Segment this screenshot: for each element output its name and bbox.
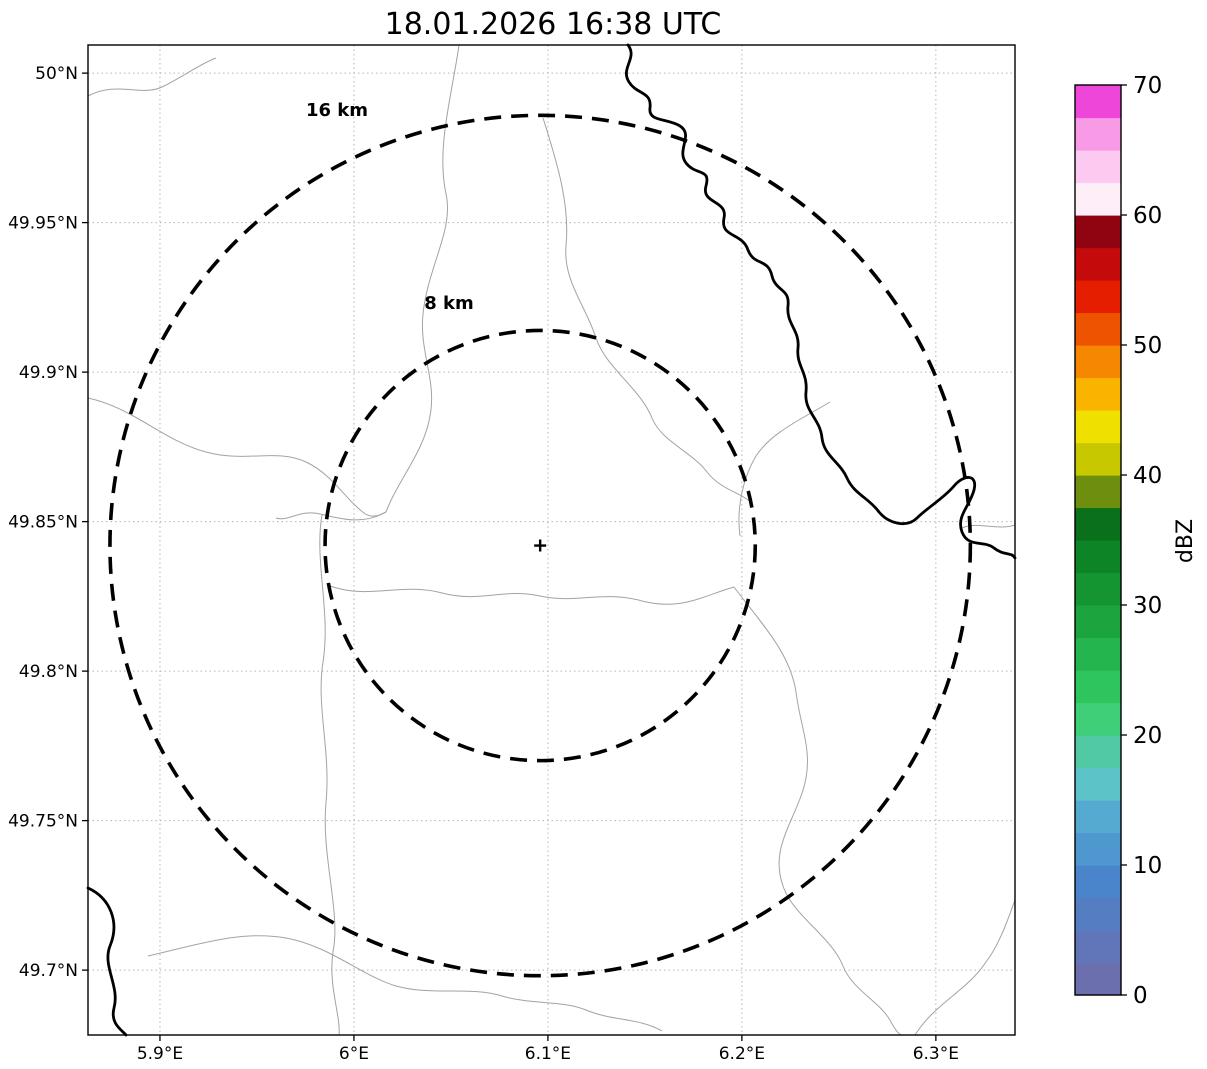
- x-tick-label: 6.1°E: [525, 1044, 571, 1064]
- boundary-line: [319, 514, 340, 1036]
- colorbar-swatch: [1075, 345, 1121, 379]
- boundary-line: [542, 117, 753, 504]
- colorbar-tick-label: 40: [1133, 463, 1162, 489]
- colorbar-swatch: [1075, 117, 1121, 151]
- colorbar-tick-label: 10: [1133, 853, 1162, 879]
- range-rings: 8 km 16 km: [108, 100, 973, 978]
- colorbar-swatch: [1075, 312, 1121, 346]
- boundary-line: [87, 57, 217, 97]
- colorbar-swatch: [1075, 832, 1121, 866]
- axis-ticks: 5.9°E 6°E 6.1°E 6.2°E 6.3°E 49.7°N 49.75°N 49.8…: [8, 64, 959, 1064]
- colorbar-frame: [1074, 84, 1122, 996]
- colorbar-tick-label: 70: [1133, 73, 1162, 99]
- colorbar-swatch: [1075, 865, 1121, 899]
- colorbar-tick-label: 60: [1133, 203, 1162, 229]
- colorbar-swatch: [1075, 962, 1121, 996]
- colorbar-swatch: [1075, 150, 1121, 184]
- river-line: [86, 886, 128, 1037]
- y-tick-label: 49.85°N: [8, 513, 78, 533]
- boundary-line: [147, 935, 663, 1032]
- colorbar-swatch: [1075, 605, 1121, 639]
- colorbar-swatch: [1075, 377, 1121, 411]
- colorbar-swatch: [1075, 410, 1121, 444]
- plot-title: 18.01.2026 16:38 UTC: [385, 7, 722, 42]
- colorbar-tick-label: 50: [1133, 333, 1162, 359]
- colorbar-swatch: [1075, 767, 1121, 801]
- colorbar-swatch: [1075, 247, 1121, 281]
- range-ring-label: 8 km: [424, 293, 474, 314]
- boundary-line: [385, 44, 460, 513]
- x-tick-label: 6°E: [339, 1044, 369, 1064]
- x-tick-label: 5.9°E: [137, 1044, 183, 1064]
- boundary-line: [738, 401, 831, 537]
- range-ring-16km: [108, 113, 973, 978]
- colorbar-swatch: [1075, 442, 1121, 476]
- boundary-line: [275, 511, 387, 521]
- colorbar: 0 10 20 30 40 50 60 70: [1074, 73, 1162, 1009]
- x-tick-label: 6.2°E: [719, 1044, 765, 1064]
- colorbar-swatch: [1075, 507, 1121, 541]
- y-tick-label: 49.7°N: [19, 961, 78, 981]
- colorbar-swatch: [1075, 637, 1121, 671]
- colorbar-swatch: [1075, 572, 1121, 606]
- river-line: [625, 43, 1017, 560]
- boundary-line: [961, 524, 1016, 529]
- colorbar-swatch: [1075, 897, 1121, 931]
- boundary-line: [329, 585, 735, 605]
- colorbar-tick-label: 30: [1133, 593, 1162, 619]
- colorbar-swatch: [1075, 85, 1121, 119]
- colorbar-swatch: [1075, 930, 1121, 964]
- colorbar-swatch: [1075, 735, 1121, 769]
- range-ring-label: 16 km: [306, 100, 368, 121]
- range-ring-8km: [323, 328, 758, 763]
- colorbar-swatch: [1075, 475, 1121, 509]
- colorbar-axis-label: dBZ: [1173, 519, 1198, 563]
- colorbar-swatch: [1075, 215, 1121, 249]
- boundary-line: [914, 899, 1016, 1036]
- plot-frame: [87, 44, 1016, 1036]
- colorbar-swatch: [1075, 670, 1121, 704]
- colorbar-tick-label: 0: [1133, 983, 1148, 1009]
- colorbar-swatch: [1075, 800, 1121, 834]
- colorbar-swatch: [1075, 182, 1121, 216]
- river-lines: [86, 43, 1017, 1037]
- y-tick-label: 49.95°N: [8, 214, 78, 234]
- colorbar-swatch: [1075, 280, 1121, 314]
- colorbar-swatch: [1075, 540, 1121, 574]
- y-tick-label: 50°N: [35, 64, 78, 84]
- colorbar-tick-label: 20: [1133, 723, 1162, 749]
- y-tick-label: 49.75°N: [8, 812, 78, 832]
- boundary-lines: [87, 44, 1016, 1036]
- radar-center-marker: [534, 539, 547, 552]
- colorbar-swatch: [1075, 702, 1121, 736]
- boundary-line: [733, 586, 903, 1036]
- grid-lines: [88, 45, 1015, 1035]
- boundary-line: [87, 397, 387, 517]
- y-tick-label: 49.9°N: [19, 363, 78, 383]
- x-tick-label: 6.3°E: [913, 1044, 959, 1064]
- y-tick-label: 49.8°N: [19, 662, 78, 682]
